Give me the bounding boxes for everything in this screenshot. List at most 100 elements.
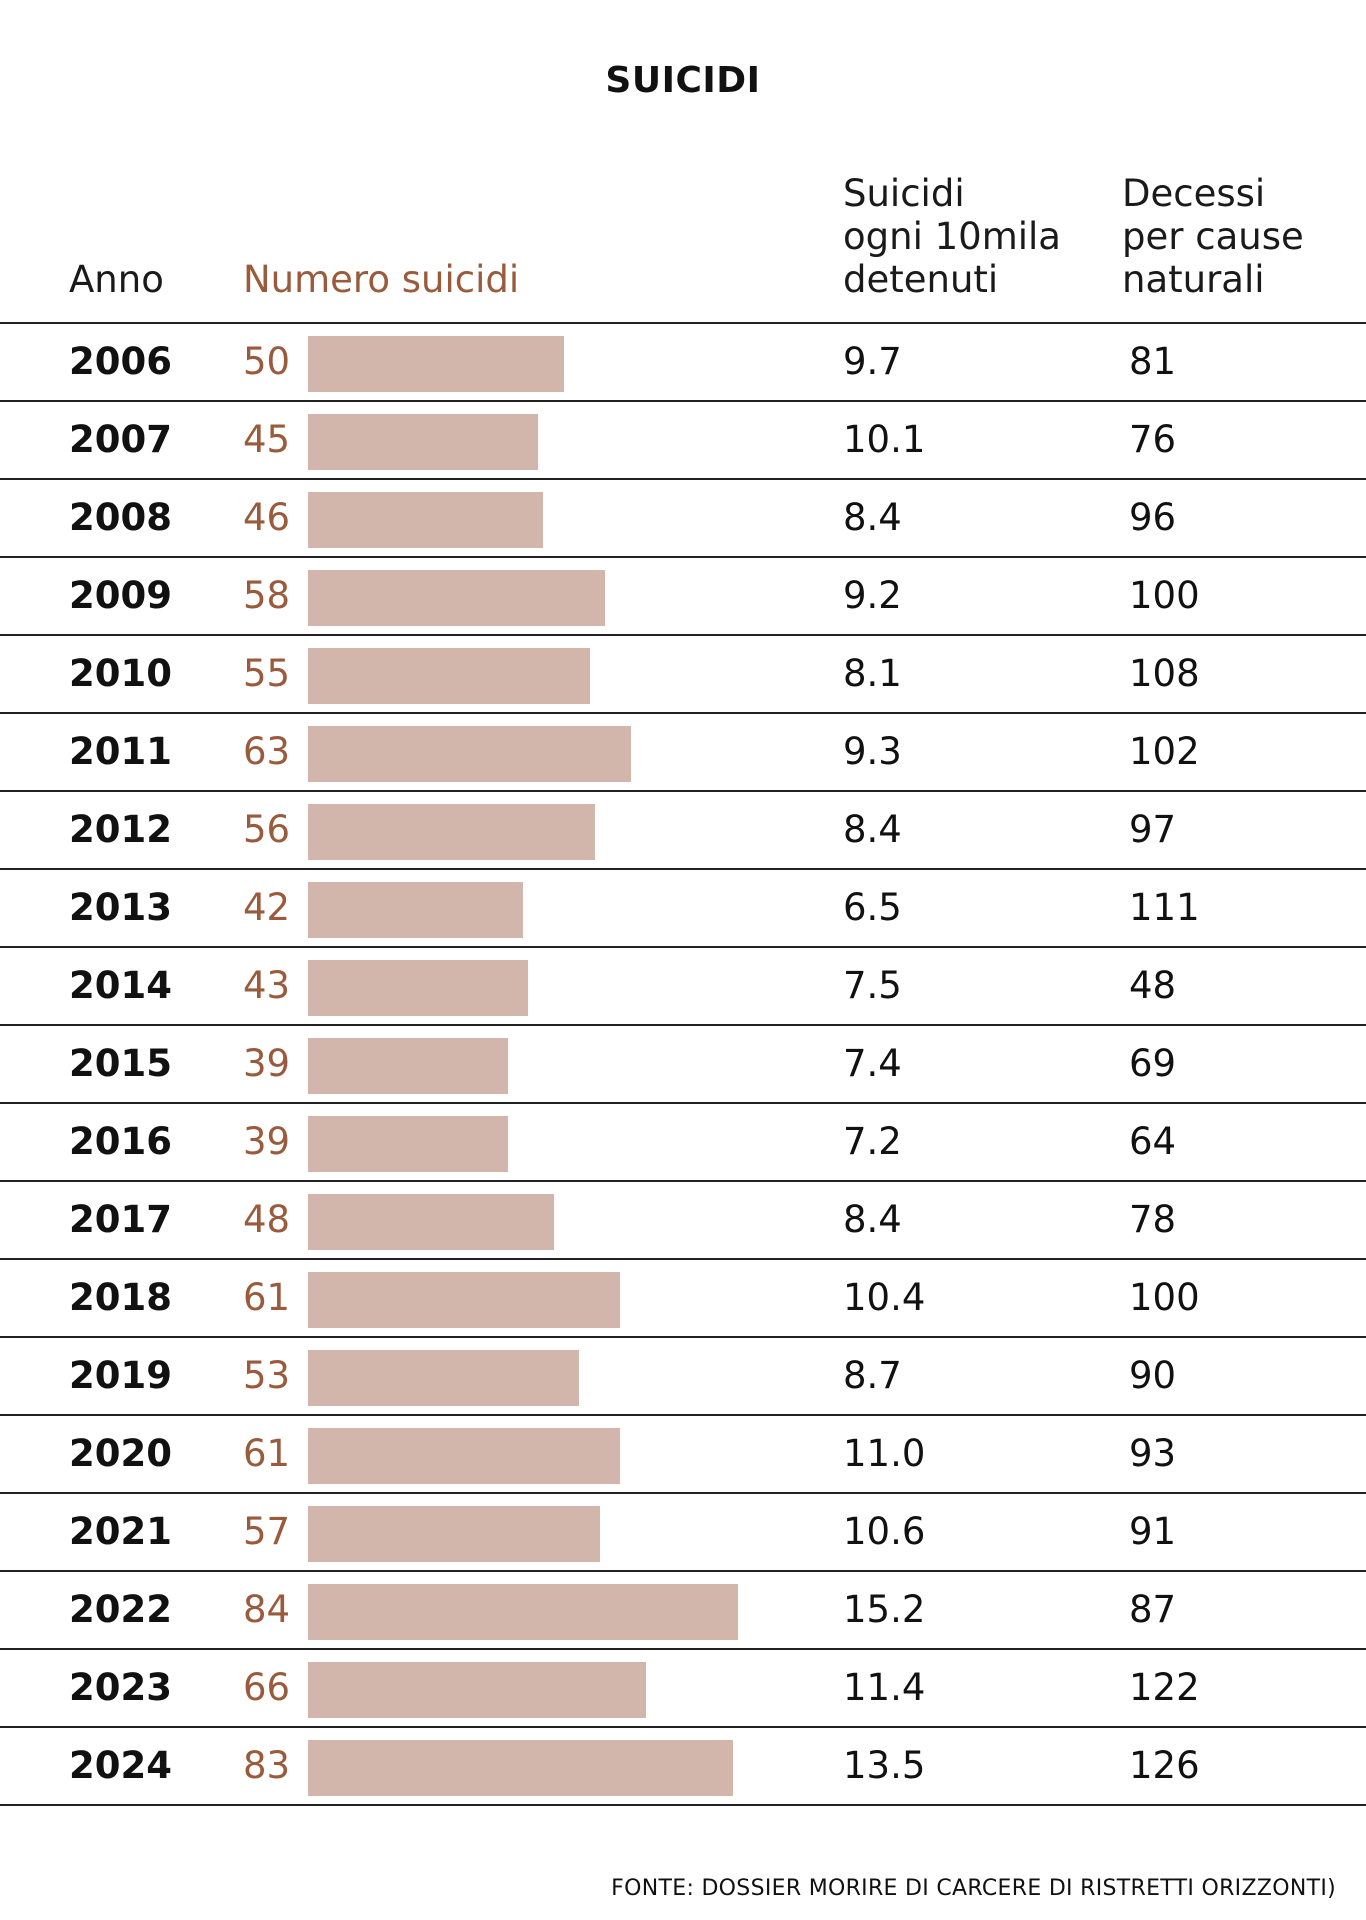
- suicides-bar: [308, 882, 523, 938]
- year-cell: 2009: [69, 574, 172, 617]
- table-row: 2022 84 15.2 87: [0, 1572, 1366, 1650]
- table-row: 2014 43 7.5 48: [0, 948, 1366, 1026]
- natural-deaths-cell: 78: [1129, 1198, 1177, 1241]
- year-cell: 2024: [69, 1744, 172, 1787]
- rate-cell: 8.1: [843, 652, 902, 695]
- rate-cell: 8.4: [843, 496, 902, 539]
- rate-cell: 11.0: [843, 1432, 926, 1475]
- natural-deaths-cell: 122: [1129, 1666, 1200, 1709]
- suicides-bar: [308, 804, 595, 860]
- column-header-rate: Suicidi ogni 10mila detenuti: [843, 172, 1061, 301]
- year-cell: 2012: [69, 808, 172, 851]
- table-row: 2020 61 11.0 93: [0, 1416, 1366, 1494]
- natural-deaths-cell: 100: [1129, 1276, 1200, 1319]
- table-row: 2006 50 9.7 81: [0, 324, 1366, 402]
- rate-cell: 8.4: [843, 808, 902, 851]
- year-cell: 2021: [69, 1510, 172, 1553]
- suicides-value-label: 57: [243, 1510, 291, 1553]
- suicides-bar: [308, 414, 538, 470]
- natural-deaths-cell: 91: [1129, 1510, 1177, 1553]
- year-cell: 2014: [69, 964, 172, 1007]
- year-cell: 2010: [69, 652, 172, 695]
- rate-cell: 10.6: [843, 1510, 926, 1553]
- suicides-bar: [308, 336, 564, 392]
- table-row: 2024 83 13.5 126: [0, 1728, 1366, 1806]
- suicides-value-label: 45: [243, 418, 291, 461]
- year-cell: 2015: [69, 1042, 172, 1085]
- natural-deaths-cell: 126: [1129, 1744, 1200, 1787]
- table-row: 2011 63 9.3 102: [0, 714, 1366, 792]
- suicides-bar: [308, 1662, 646, 1718]
- natural-deaths-cell: 87: [1129, 1588, 1177, 1631]
- year-cell: 2017: [69, 1198, 172, 1241]
- rate-cell: 10.4: [843, 1276, 926, 1319]
- suicides-value-label: 55: [243, 652, 291, 695]
- rate-cell: 7.2: [843, 1120, 902, 1163]
- data-table: 2006 50 9.7 81 2007 45 10.1 76 2008 46 8.4 96 2009 58…: [0, 322, 1366, 1806]
- year-cell: 2007: [69, 418, 172, 461]
- natural-deaths-cell: 90: [1129, 1354, 1177, 1397]
- suicides-bar: [308, 960, 528, 1016]
- natural-deaths-cell: 81: [1129, 340, 1177, 383]
- suicides-value-label: 43: [243, 964, 291, 1007]
- column-header-suicides: Numero suicidi: [243, 258, 520, 301]
- rate-cell: 7.4: [843, 1042, 902, 1085]
- year-cell: 2011: [69, 730, 172, 773]
- natural-deaths-cell: 69: [1129, 1042, 1177, 1085]
- year-cell: 2023: [69, 1666, 172, 1709]
- suicides-bar: [308, 1350, 579, 1406]
- table-row: 2015 39 7.4 69: [0, 1026, 1366, 1104]
- rate-cell: 9.7: [843, 340, 902, 383]
- rate-cell: 9.3: [843, 730, 902, 773]
- rate-cell: 13.5: [843, 1744, 926, 1787]
- table-row: 2013 42 6.5 111: [0, 870, 1366, 948]
- suicides-value-label: 39: [243, 1120, 291, 1163]
- natural-deaths-cell: 76: [1129, 418, 1177, 461]
- table-row: 2010 55 8.1 108: [0, 636, 1366, 714]
- year-cell: 2018: [69, 1276, 172, 1319]
- natural-deaths-cell: 100: [1129, 574, 1200, 617]
- rate-cell: 6.5: [843, 886, 902, 929]
- natural-deaths-cell: 48: [1129, 964, 1177, 1007]
- year-cell: 2008: [69, 496, 172, 539]
- suicides-bar: [308, 1194, 554, 1250]
- suicides-value-label: 39: [243, 1042, 291, 1085]
- column-header-natural-deaths: Decessi per cause naturali: [1122, 172, 1304, 301]
- suicides-value-label: 56: [243, 808, 291, 851]
- suicides-value-label: 83: [243, 1744, 291, 1787]
- natural-deaths-cell: 108: [1129, 652, 1200, 695]
- table-row: 2016 39 7.2 64: [0, 1104, 1366, 1182]
- table-row: 2017 48 8.4 78: [0, 1182, 1366, 1260]
- table-row: 2008 46 8.4 96: [0, 480, 1366, 558]
- table-row: 2012 56 8.4 97: [0, 792, 1366, 870]
- rate-cell: 7.5: [843, 964, 902, 1007]
- suicides-bar: [308, 570, 605, 626]
- rate-cell: 9.2: [843, 574, 902, 617]
- year-cell: 2019: [69, 1354, 172, 1397]
- suicides-value-label: 63: [243, 730, 291, 773]
- year-cell: 2016: [69, 1120, 172, 1163]
- table-row: 2009 58 9.2 100: [0, 558, 1366, 636]
- suicides-value-label: 61: [243, 1432, 291, 1475]
- suicides-value-label: 50: [243, 340, 291, 383]
- rate-cell: 8.4: [843, 1198, 902, 1241]
- natural-deaths-cell: 64: [1129, 1120, 1177, 1163]
- table-row: 2023 66 11.4 122: [0, 1650, 1366, 1728]
- year-cell: 2006: [69, 340, 172, 383]
- natural-deaths-cell: 96: [1129, 496, 1177, 539]
- suicides-bar: [308, 1272, 620, 1328]
- table-row: 2021 57 10.6 91: [0, 1494, 1366, 1572]
- suicides-value-label: 53: [243, 1354, 291, 1397]
- suicides-value-label: 66: [243, 1666, 291, 1709]
- rate-cell: 10.1: [843, 418, 926, 461]
- suicides-bar: [308, 1584, 738, 1640]
- natural-deaths-cell: 97: [1129, 808, 1177, 851]
- natural-deaths-cell: 102: [1129, 730, 1200, 773]
- suicides-bar: [308, 492, 543, 548]
- table-row: 2018 61 10.4 100: [0, 1260, 1366, 1338]
- rate-cell: 11.4: [843, 1666, 926, 1709]
- natural-deaths-cell: 93: [1129, 1432, 1177, 1475]
- suicides-value-label: 58: [243, 574, 291, 617]
- rate-cell: 8.7: [843, 1354, 902, 1397]
- table-row: 2007 45 10.1 76: [0, 402, 1366, 480]
